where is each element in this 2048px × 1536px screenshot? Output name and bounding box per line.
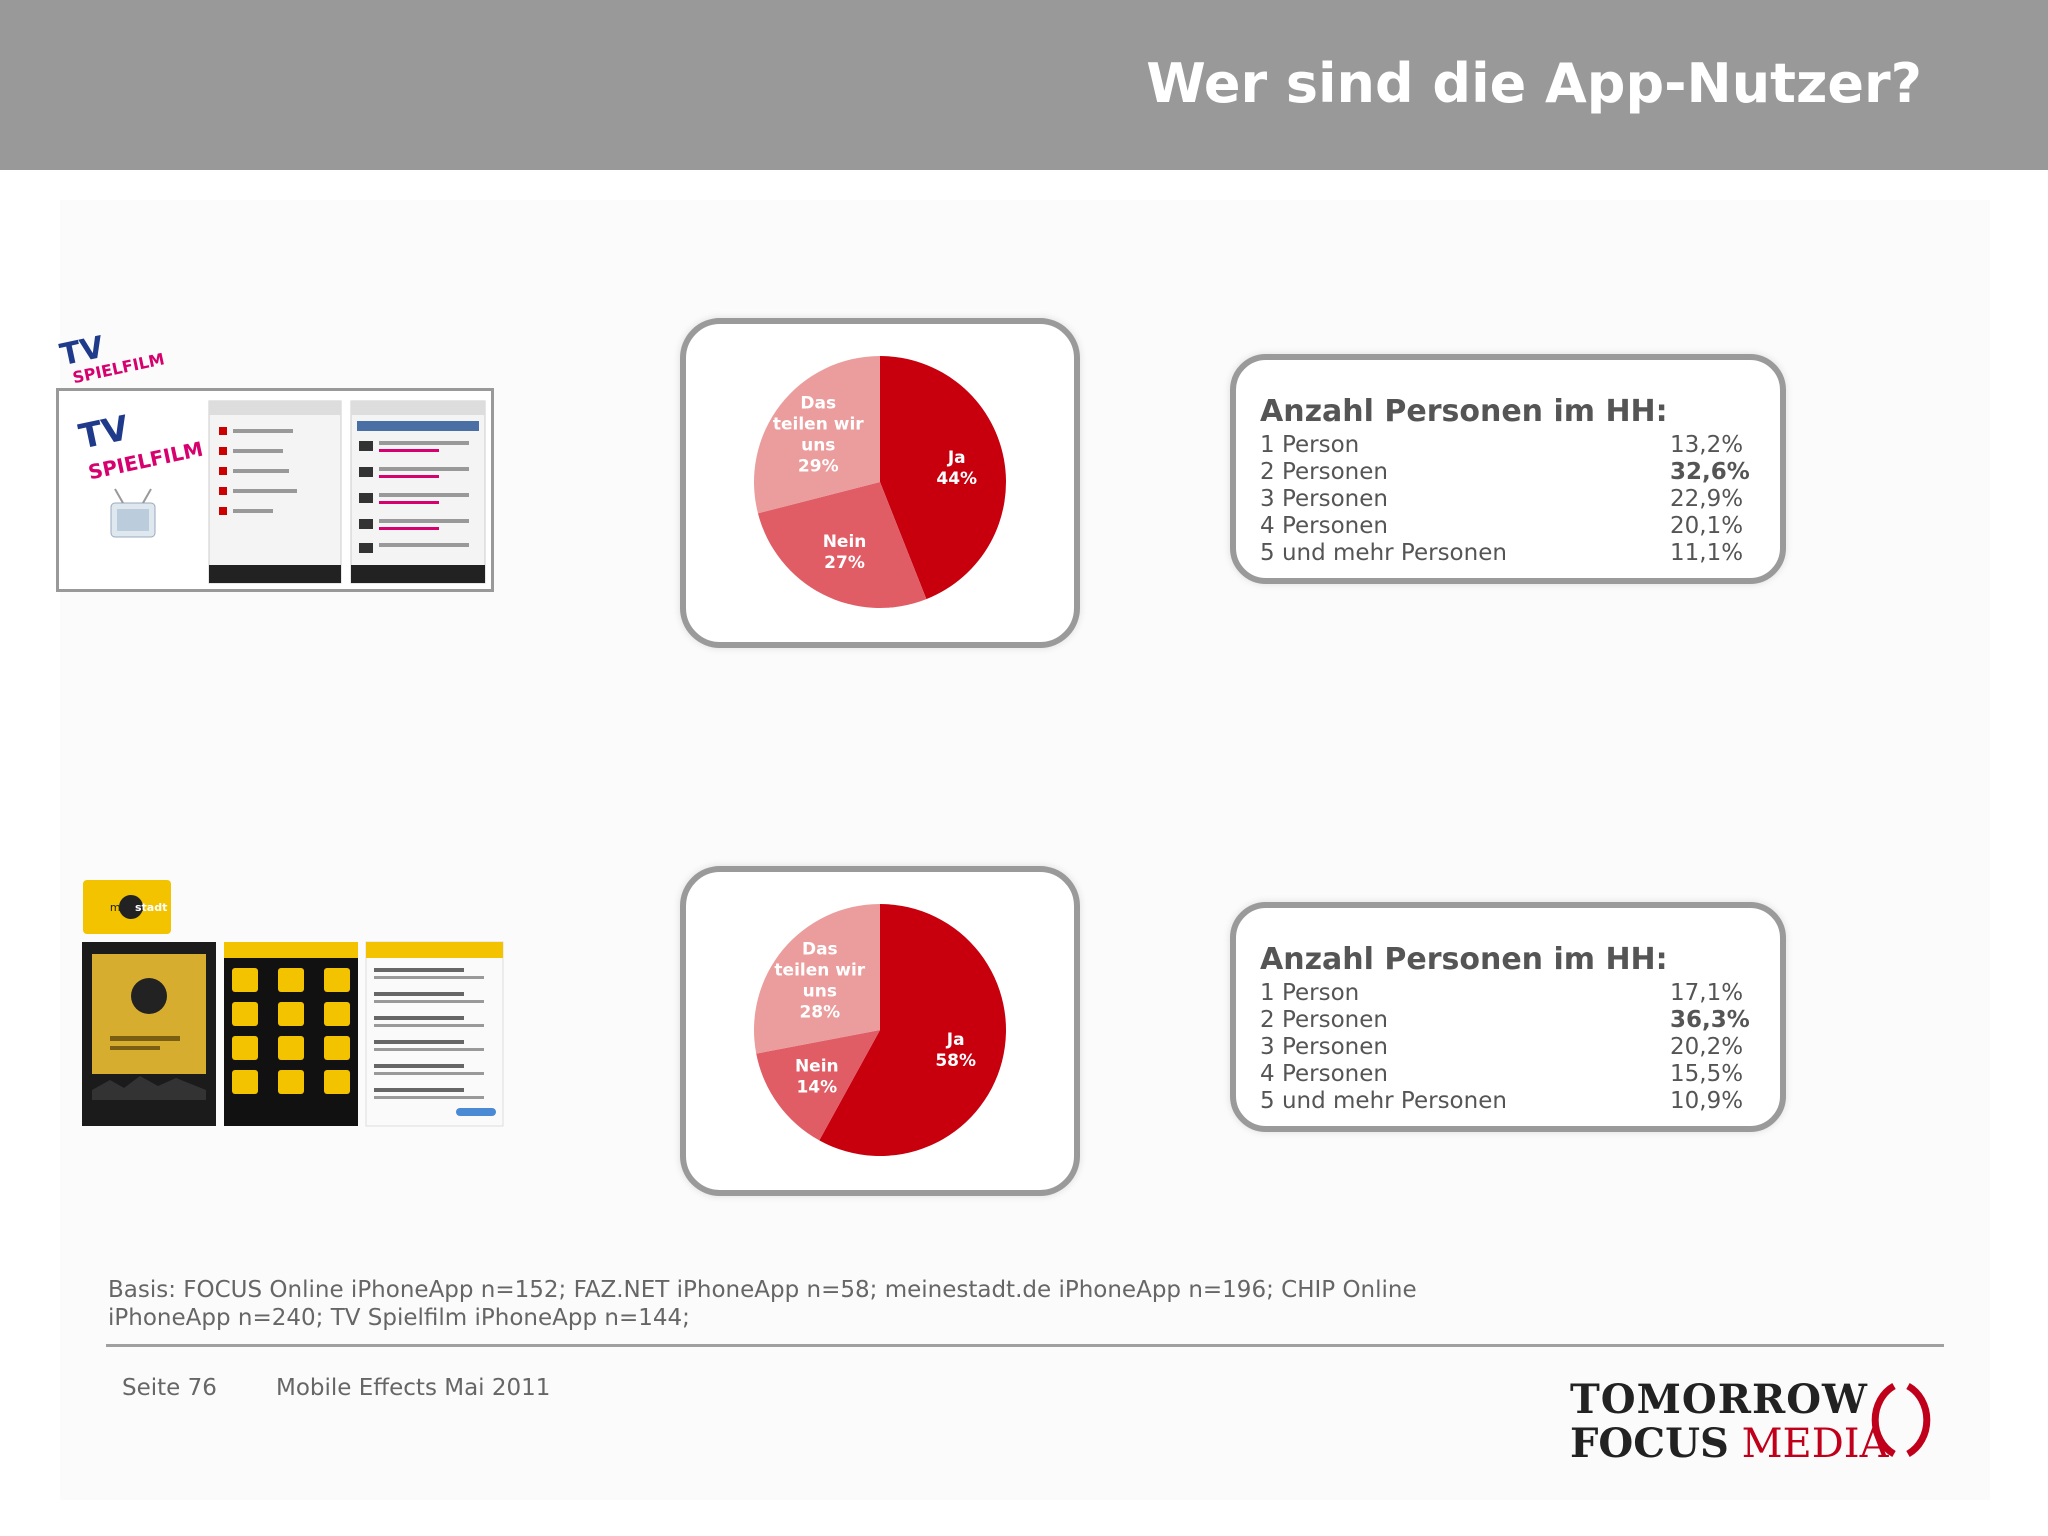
stats-value: 13,2% — [1670, 432, 1744, 458]
stats-label: 4 Personen — [1260, 513, 1388, 539]
tv-spielfilm-app-screenshots: TV SPIELFILM — [56, 388, 494, 592]
stats-row: 1 Person 17,1% — [1260, 980, 1750, 1008]
stats-label: 3 Personen — [1260, 1034, 1388, 1060]
stats-row: 3 Personen 22,9% — [1260, 486, 1750, 514]
brand-focus: FOCUS — [1570, 1420, 1729, 1467]
stats-value: 20,2% — [1670, 1034, 1744, 1060]
pie-label-ja: Ja 44% — [936, 448, 977, 489]
stats-value: 32,6% — [1670, 459, 1750, 485]
page-title: Wer sind die App-Nutzer? — [1146, 52, 1922, 115]
stats-title: Anzahl Personen im HH: — [1260, 942, 1668, 977]
stats-value: 10,9% — [1670, 1088, 1744, 1114]
stats-label: 5 und mehr Personen — [1260, 1088, 1507, 1114]
pie-slice-nein — [757, 482, 927, 608]
stats-label: 2 Personen — [1260, 459, 1388, 485]
stats-title: Anzahl Personen im HH: — [1260, 394, 1668, 429]
pie-chart-box-1: Ja 44% Nein 27% Das teilen wir uns 29% — [680, 318, 1080, 648]
pie-label-das-teilen-wir-uns: Das teilen wir uns 29% — [773, 394, 864, 477]
footer-event: Mobile Effects Mai 2011 — [276, 1375, 551, 1401]
pie-slice-ja — [819, 904, 1006, 1156]
stats-row: 3 Personen 20,2% — [1260, 1034, 1750, 1062]
tomorrow-focus-media-logo: TOMORROW FOCUS MEDIA — [1570, 1376, 1950, 1467]
stats-value: 15,5% — [1670, 1061, 1744, 1087]
svg-text:stadt: stadt — [135, 901, 167, 914]
stats-label: 5 und mehr Personen — [1260, 540, 1507, 566]
pie-chart-2: Ja 58% Nein 14% Das teilen wir uns 28% — [754, 904, 1006, 1156]
footer-divider — [106, 1344, 1944, 1347]
pie-label-nein: Nein 27% — [823, 532, 867, 573]
stats-row: 2 Personen 32,6% — [1260, 459, 1750, 487]
pie-slice-das-teilen-wir-uns — [754, 356, 880, 514]
stats-value: 11,1% — [1670, 540, 1744, 566]
household-stats-box-2: Anzahl Personen im HH: 1 Person 17,1% 2 … — [1230, 902, 1786, 1132]
stats-label: 2 Personen — [1260, 1007, 1388, 1033]
pie-slice-ja — [880, 356, 1006, 600]
pie-chart-box-2: Ja 58% Nein 14% Das teilen wir uns 28% — [680, 866, 1080, 1196]
pie-label-nein: Nein 14% — [795, 1056, 839, 1097]
header-bar: Wer sind die App-Nutzer? — [0, 0, 2048, 170]
basis-note: Basis: FOCUS Online iPhoneApp n=152; FAZ… — [108, 1277, 1417, 1331]
svg-text:meine: meine — [110, 901, 145, 914]
stats-label: 1 Person — [1260, 432, 1360, 458]
stats-label: 1 Person — [1260, 980, 1360, 1006]
svg-text:TV: TV — [76, 408, 133, 458]
pie-chart-1: Ja 44% Nein 27% Das teilen wir uns 29% — [754, 356, 1006, 608]
stats-value: 20,1% — [1670, 513, 1744, 539]
stats-row: 5 und mehr Personen 11,1% — [1260, 540, 1750, 568]
brand-ring-icon — [1871, 1382, 1931, 1458]
pie-label-ja: Ja 58% — [935, 1030, 976, 1071]
household-stats-box-1: Anzahl Personen im HH: 1 Person 13,2% 2 … — [1230, 354, 1786, 584]
stats-row: 1 Person 13,2% — [1260, 432, 1750, 460]
stats-row: 2 Personen 36,3% — [1260, 1007, 1750, 1035]
pie-slice-das-teilen-wir-uns — [754, 904, 880, 1054]
stats-label: 3 Personen — [1260, 486, 1388, 512]
tv-spielfilm-logo: TV SPIELFILM — [58, 330, 166, 387]
meinestadt-app-screenshots — [80, 940, 505, 1128]
brand-line1: TOMORROW — [1570, 1376, 1868, 1423]
page-number: Seite 76 — [122, 1375, 217, 1401]
pie-slice-nein — [756, 1030, 880, 1141]
meinestadt-logo: meine stadt — [83, 880, 171, 934]
pie-label-das-teilen-wir-uns: Das teilen wir uns 28% — [774, 940, 865, 1023]
stats-value: 36,3% — [1670, 1007, 1750, 1033]
stats-value: 17,1% — [1670, 980, 1744, 1006]
brand-media: MEDIA — [1741, 1421, 1889, 1467]
stats-value: 22,9% — [1670, 486, 1744, 512]
stats-row: 4 Personen 15,5% — [1260, 1061, 1750, 1089]
stats-row: 5 und mehr Personen 10,9% — [1260, 1088, 1750, 1116]
stats-label: 4 Personen — [1260, 1061, 1388, 1087]
stats-row: 4 Personen 20,1% — [1260, 513, 1750, 541]
brand-line2: FOCUS MEDIA — [1570, 1420, 1889, 1467]
